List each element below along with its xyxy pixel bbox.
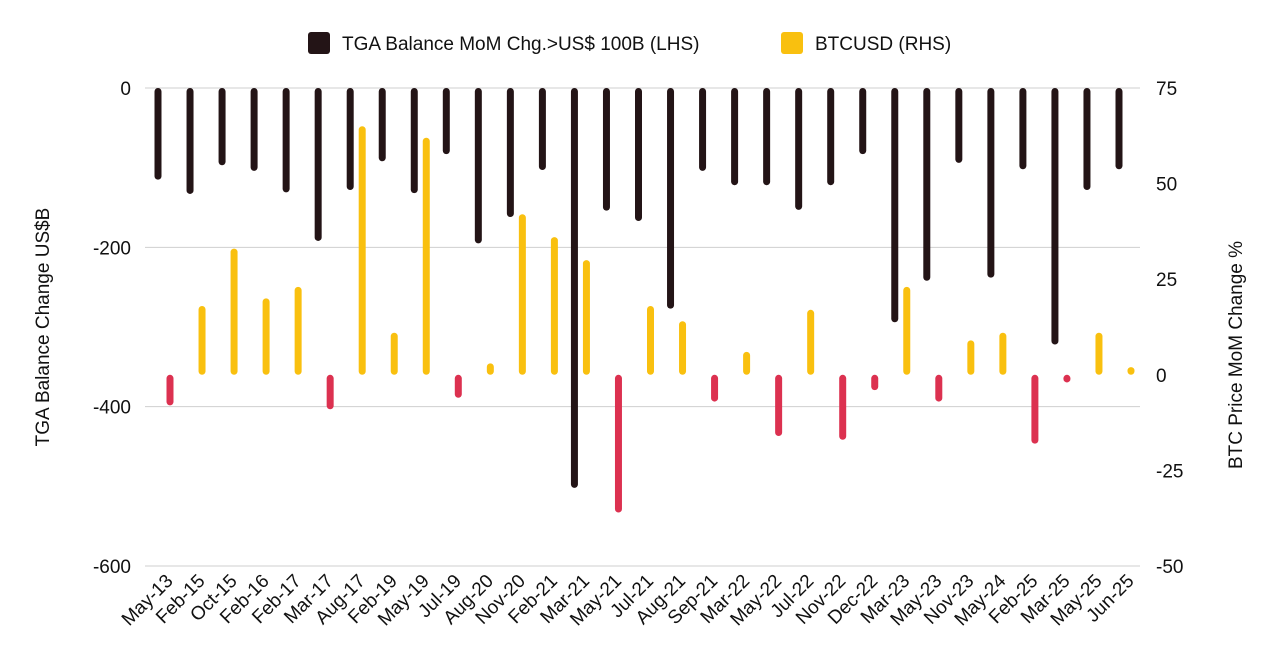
bar-btc-Jul-21	[647, 305, 654, 375]
bar-btc-Sep-21	[711, 374, 719, 402]
y-right-tick-label: 75	[1156, 79, 1177, 100]
series-btc-bars	[166, 126, 1135, 513]
bar-tga-Mar-22	[731, 88, 739, 186]
legend-label-tga: TGA Balance MoM Chg.>US$ 100B (LHS)	[342, 34, 699, 55]
y-right-tick-label: 0	[1156, 366, 1167, 387]
series-tga-bars	[154, 88, 1123, 488]
bar-tga-Dec-22	[859, 88, 867, 155]
bar-btc-Jul-19	[454, 374, 462, 398]
legend: TGA Balance MoM Chg.>US$ 100B (LHS) BTCU…	[308, 32, 951, 55]
bar-btc-Aug-21	[679, 321, 687, 375]
bar-tga-Mar-21	[570, 88, 578, 488]
legend-swatch-btc	[781, 32, 803, 54]
bar-btc-May-13	[166, 374, 174, 406]
bar-tga-Mar-23	[891, 88, 899, 323]
y-right-tick-label: -25	[1156, 461, 1183, 482]
bar-tga-Mar-17	[314, 88, 322, 241]
bar-btc-Feb-21	[550, 237, 558, 375]
bar-btc-May-19	[422, 137, 430, 375]
bar-tga-Jul-22	[795, 88, 803, 210]
y-axis-right-ticks: 75 50 25 0 -25 -50	[1156, 79, 1183, 578]
bar-tga-Nov-22	[827, 88, 835, 186]
bar-tga-Aug-17	[346, 88, 354, 190]
bar-btc-Mar-23	[903, 286, 911, 375]
bar-btc-Feb-17	[294, 286, 302, 375]
bar-tga-May-25	[1083, 88, 1091, 190]
bar-tga-May-19	[410, 88, 418, 194]
bar-btc-May-24	[999, 332, 1007, 375]
bar-btc-Mar-17	[326, 374, 334, 410]
bar-btc-Nov-23	[967, 340, 975, 375]
bar-tga-Aug-20	[474, 88, 482, 244]
bar-btc-Jul-22	[807, 309, 815, 375]
bar-btc-Dec-22	[871, 374, 879, 391]
bar-btc-May-22	[775, 374, 783, 436]
bar-btc-Mar-25	[1063, 374, 1071, 383]
y-axis-left-ticks: 0 -200 -400 -600	[93, 79, 131, 578]
bar-tga-May-24	[987, 88, 995, 278]
bar-tga-May-23	[923, 88, 931, 281]
bar-tga-May-21	[602, 88, 610, 211]
bar-btc-Feb-15	[198, 305, 206, 375]
y-right-tick-label: 25	[1156, 270, 1177, 291]
legend-swatch-tga	[308, 32, 330, 54]
bar-btc-Jun-25	[1127, 367, 1135, 375]
bar-tga-Jun-25	[1115, 88, 1123, 170]
y-left-tick-label: -600	[93, 557, 131, 578]
bar-btc-May-23	[935, 374, 943, 402]
bar-tga-Feb-16	[250, 88, 258, 171]
bar-btc-Feb-16	[262, 298, 270, 375]
bar-tga-Mar-25	[1051, 88, 1059, 345]
bar-tga-Nov-20	[506, 88, 514, 218]
bar-btc-Mar-21	[582, 260, 590, 375]
bar-btc-May-25	[1095, 332, 1103, 375]
y-left-tick-label: -400	[93, 398, 131, 419]
bar-tga-Oct-15	[218, 88, 226, 166]
bar-btc-May-21	[614, 374, 622, 513]
bar-tga-May-22	[763, 88, 771, 186]
bar-tga-Feb-15	[186, 88, 194, 194]
x-axis-ticks: May-13Feb-15Oct-15Feb-16Feb-17Mar-17Aug-…	[118, 570, 1139, 630]
bar-tga-Jul-19	[442, 88, 450, 155]
bar-tga-Feb-17	[282, 88, 290, 193]
bar-btc-Aug-17	[358, 126, 366, 375]
bar-tga-Jul-21	[635, 88, 642, 222]
bar-tga-Feb-25	[1019, 88, 1027, 170]
bar-btc-Aug-20	[486, 363, 494, 375]
y-left-tick-label: 0	[120, 79, 131, 100]
y-right-tick-label: 50	[1156, 175, 1177, 196]
bar-tga-Nov-23	[955, 88, 963, 163]
bar-btc-Nov-20	[518, 214, 526, 375]
bar-btc-Mar-22	[743, 351, 751, 375]
bar-btc-Oct-15	[230, 248, 238, 375]
bar-tga-Sep-21	[699, 88, 707, 171]
bar-tga-Feb-19	[378, 88, 386, 162]
bar-tga-Feb-21	[538, 88, 546, 171]
bar-btc-Nov-22	[839, 374, 847, 440]
y-left-tick-label: -200	[93, 238, 131, 259]
bar-tga-Aug-21	[667, 88, 675, 309]
bar-btc-Feb-25	[1031, 374, 1039, 444]
legend-label-btc: BTCUSD (RHS)	[815, 34, 951, 55]
bar-btc-Feb-19	[390, 332, 398, 375]
y-axis-left-title: TGA Balance Change US$B	[33, 208, 54, 447]
bar-tga-May-13	[154, 88, 162, 180]
y-right-tick-label: -50	[1156, 557, 1183, 578]
y-axis-right-title: BTC Price MoM Change %	[1226, 241, 1247, 469]
grid-lines	[145, 87, 1140, 567]
